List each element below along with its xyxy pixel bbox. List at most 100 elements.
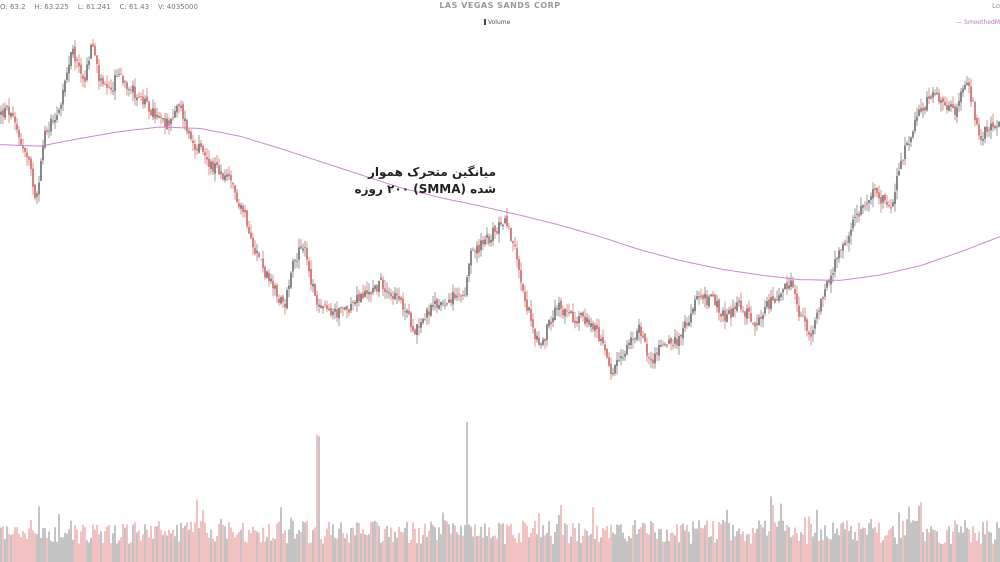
candle-body bbox=[758, 317, 760, 326]
candle-body bbox=[854, 216, 856, 218]
volume-bar bbox=[238, 531, 240, 562]
candle-body bbox=[588, 319, 590, 325]
volume-bar bbox=[550, 535, 552, 562]
candle-body bbox=[788, 285, 790, 289]
volume-bar bbox=[146, 529, 148, 562]
candle-body bbox=[750, 313, 752, 322]
volume-bar bbox=[504, 543, 506, 562]
candle-body bbox=[628, 343, 630, 345]
candle-body bbox=[160, 116, 162, 118]
candle-body bbox=[380, 277, 382, 280]
volume-bar bbox=[454, 525, 456, 562]
volume-bar bbox=[182, 528, 184, 562]
volume-bar bbox=[932, 529, 934, 562]
volume-bar bbox=[494, 535, 496, 562]
volume-bar bbox=[546, 532, 548, 562]
candle-body bbox=[214, 163, 216, 174]
candle-body bbox=[100, 78, 102, 81]
volume-bar bbox=[530, 532, 532, 562]
candle-body bbox=[76, 59, 78, 61]
candle-body bbox=[576, 321, 578, 324]
volume-bar bbox=[122, 523, 124, 562]
candle-body bbox=[714, 294, 716, 306]
volume-bar bbox=[22, 531, 24, 562]
volume-bar bbox=[980, 543, 982, 562]
candle-body bbox=[78, 62, 80, 67]
volume-bar bbox=[734, 536, 736, 562]
candle-body bbox=[924, 107, 926, 111]
candle-body bbox=[374, 285, 376, 290]
candle-body bbox=[872, 189, 874, 199]
volume-bar bbox=[72, 539, 74, 562]
volume-bar bbox=[244, 541, 246, 562]
volume-bar bbox=[544, 535, 546, 562]
candle-body bbox=[504, 218, 506, 224]
volume-bar bbox=[176, 524, 178, 562]
candle-body bbox=[20, 139, 22, 145]
candle-body bbox=[930, 96, 932, 99]
volume-bar bbox=[426, 536, 428, 562]
candle-body bbox=[754, 322, 756, 327]
candle-body bbox=[120, 73, 122, 75]
candle-body bbox=[42, 145, 44, 161]
volume-bar bbox=[744, 541, 746, 562]
volume-bar bbox=[972, 526, 974, 562]
candle-body bbox=[312, 284, 314, 287]
volume-bar bbox=[340, 522, 342, 562]
volume-bar bbox=[180, 522, 182, 562]
candle-body bbox=[512, 241, 514, 244]
candle-body bbox=[840, 249, 842, 251]
volume-bar bbox=[964, 520, 966, 562]
volume-bar bbox=[466, 422, 468, 562]
candle-body bbox=[938, 93, 940, 102]
candle-body bbox=[44, 130, 46, 148]
volume-bar bbox=[694, 528, 696, 562]
candle-body bbox=[66, 72, 68, 80]
candle-body bbox=[682, 328, 684, 339]
volume-bar bbox=[428, 530, 430, 562]
candle-body bbox=[688, 322, 690, 326]
volume-bar bbox=[10, 534, 12, 562]
volume-bar bbox=[532, 527, 534, 562]
volume-bar bbox=[506, 524, 508, 562]
candle-body bbox=[402, 298, 404, 310]
volume-bar bbox=[590, 533, 592, 562]
candle-body bbox=[662, 343, 664, 345]
volume-bar bbox=[614, 534, 616, 562]
candle-body bbox=[484, 239, 486, 245]
volume-bar bbox=[80, 531, 82, 562]
volume-bar bbox=[820, 529, 822, 562]
volume-bar bbox=[172, 529, 174, 562]
volume-bar bbox=[278, 521, 280, 562]
candle-body bbox=[908, 144, 910, 145]
volume-bar bbox=[120, 537, 122, 562]
candle-body bbox=[828, 280, 830, 283]
volume-bar bbox=[388, 537, 390, 562]
candle-body bbox=[168, 120, 170, 126]
volume-bar bbox=[330, 535, 332, 562]
volume-bar bbox=[624, 538, 626, 562]
candle-body bbox=[906, 143, 908, 146]
volume-bar bbox=[170, 533, 172, 562]
candle-body bbox=[804, 316, 806, 322]
volume-bar bbox=[472, 536, 474, 562]
volume-bar bbox=[76, 529, 78, 562]
volume-bar bbox=[866, 534, 868, 562]
candle-body bbox=[918, 109, 920, 116]
volume-bar bbox=[116, 543, 118, 562]
candle-body bbox=[744, 311, 746, 317]
candle-body bbox=[158, 115, 160, 119]
volume-bar bbox=[356, 522, 358, 562]
candle-body bbox=[896, 175, 898, 191]
volume-bar bbox=[988, 531, 990, 562]
candle-body bbox=[552, 317, 554, 323]
candle-body bbox=[134, 86, 136, 99]
candle-body bbox=[164, 118, 166, 128]
candle-body bbox=[696, 296, 698, 300]
volume-bar bbox=[686, 525, 688, 562]
volume-bar bbox=[890, 528, 892, 562]
candle-body bbox=[226, 174, 228, 177]
candle-body bbox=[806, 319, 808, 331]
volume-bar bbox=[158, 520, 160, 562]
candle-body bbox=[952, 104, 954, 109]
